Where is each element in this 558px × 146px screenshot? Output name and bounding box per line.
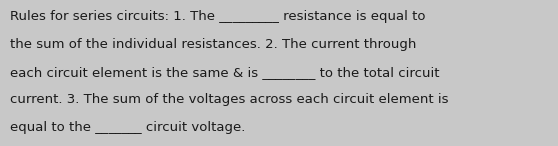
Text: equal to the _______ circuit voltage.: equal to the _______ circuit voltage. — [10, 121, 246, 134]
Text: each circuit element is the same & is ________ to the total circuit: each circuit element is the same & is __… — [10, 66, 440, 79]
Text: the sum of the individual resistances. 2. The current through: the sum of the individual resistances. 2… — [10, 38, 416, 51]
Text: Rules for series circuits: 1. The _________ resistance is equal to: Rules for series circuits: 1. The ______… — [10, 10, 426, 23]
Text: current. 3. The sum of the voltages across each circuit element is: current. 3. The sum of the voltages acro… — [10, 93, 449, 106]
